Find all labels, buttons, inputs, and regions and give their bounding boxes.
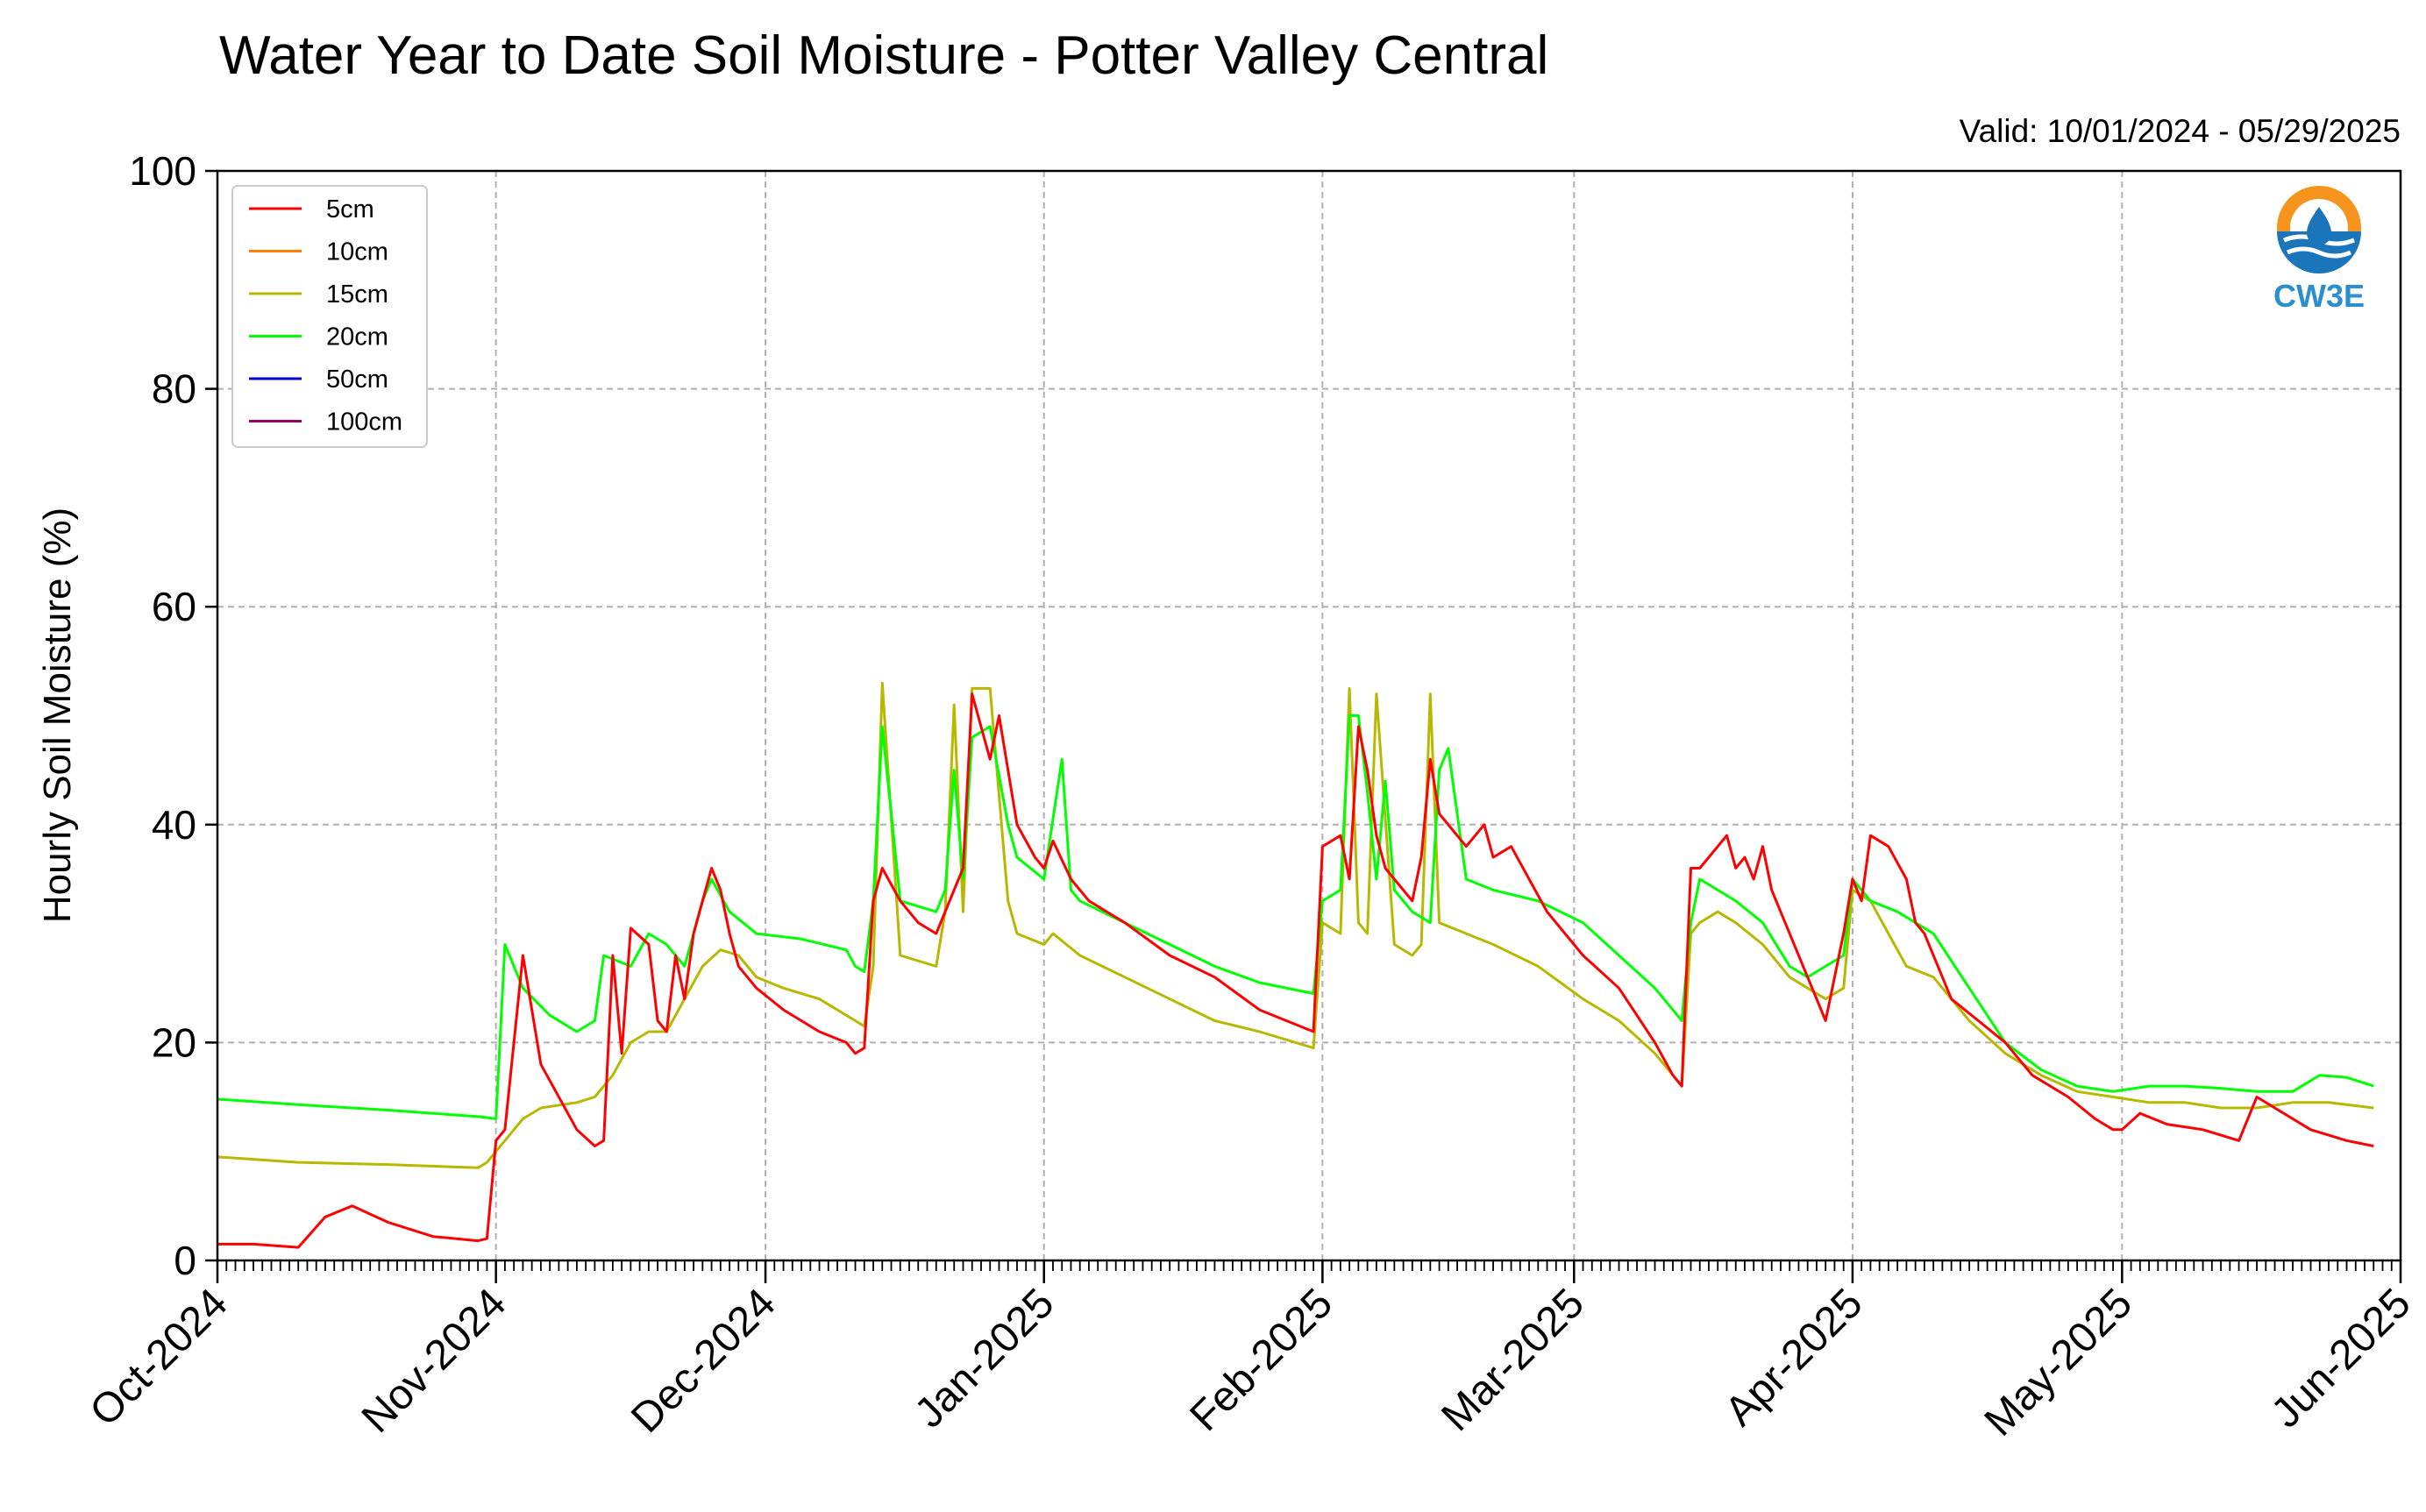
legend-label-15cm: 15cm xyxy=(326,280,388,309)
series-line-5cm xyxy=(217,692,2374,1249)
y-tick-label: 80 xyxy=(152,366,196,412)
y-axis-label: Hourly Soil Moisture (%) xyxy=(36,508,79,923)
chart-title: Water Year to Date Soil Moisture - Potte… xyxy=(219,25,1548,86)
plot-area-frame xyxy=(216,169,2402,1262)
grid-lines xyxy=(217,171,2401,1260)
y-tick-label: 40 xyxy=(152,802,196,848)
legend-label-5cm: 5cm xyxy=(326,195,374,224)
logo-drop-icon xyxy=(2307,207,2331,245)
logo-text: CW3E xyxy=(2273,278,2365,314)
legend-label-100cm: 100cm xyxy=(326,408,402,437)
chart-subtitle: Valid: 10/01/2024 - 05/29/2025 xyxy=(1960,113,2401,149)
cw3e-logo: CW3E xyxy=(2273,186,2365,314)
legend-label-10cm: 10cm xyxy=(326,238,388,266)
series-line-20cm xyxy=(217,714,2374,1120)
y-tick-label: 100 xyxy=(129,148,196,194)
legend-label-50cm: 50cm xyxy=(326,366,388,394)
y-tick-label: 60 xyxy=(152,584,196,629)
series-line-15cm xyxy=(217,681,2374,1169)
y-tick-label: 0 xyxy=(174,1238,196,1283)
legend: 5cm 10cm 15cm 20cm 50cm 100cm xyxy=(231,185,428,448)
y-tick-label: 20 xyxy=(152,1019,196,1065)
data-series xyxy=(217,681,2374,1249)
legend-label-20cm: 20cm xyxy=(326,323,388,351)
